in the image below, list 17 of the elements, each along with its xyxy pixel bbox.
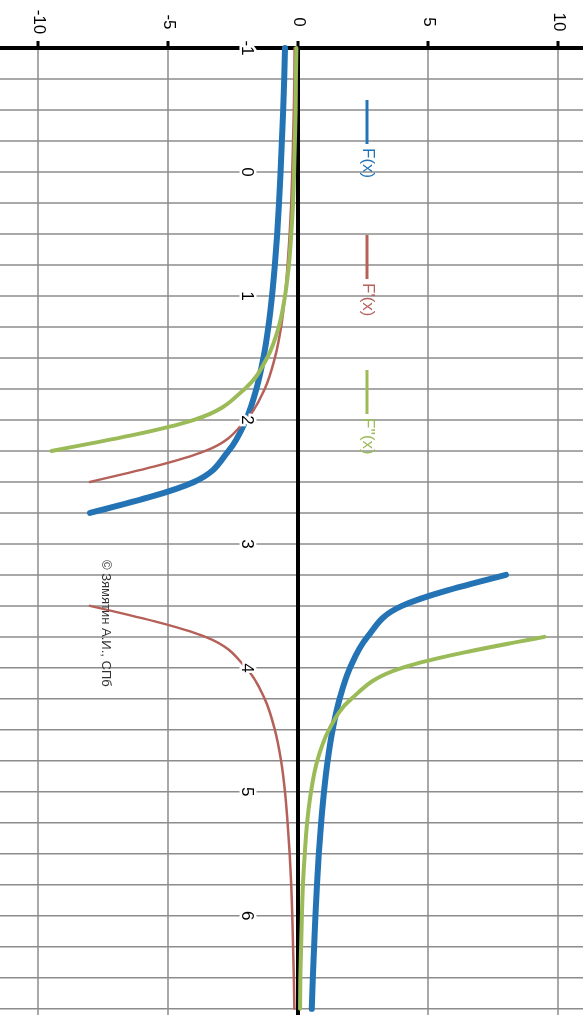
text: F(x) bbox=[358, 148, 378, 179]
x-tick-label: 10 bbox=[549, 12, 569, 32]
y-tick-label: 6 bbox=[237, 911, 257, 921]
y-tick-label: 1 bbox=[237, 291, 257, 301]
x-tick-label: 5 bbox=[419, 17, 439, 27]
y-tick-label: 3 bbox=[237, 539, 257, 549]
line-series bbox=[298, 634, 547, 1011]
y-tick-label: 0 bbox=[237, 167, 257, 177]
y-tick-label: 5 bbox=[237, 787, 257, 797]
text: F''(x) bbox=[358, 418, 378, 455]
annotation: © Зямятин А.И., СПб bbox=[98, 560, 114, 687]
x-tick-label: -10 bbox=[29, 9, 49, 35]
y-tick-label: 4 bbox=[237, 663, 257, 673]
text: F'(x) bbox=[358, 283, 378, 317]
x-tick-label: -5 bbox=[159, 14, 179, 30]
y-tick-label: 2 bbox=[237, 415, 257, 425]
x-tick-label: 0 bbox=[289, 17, 309, 27]
